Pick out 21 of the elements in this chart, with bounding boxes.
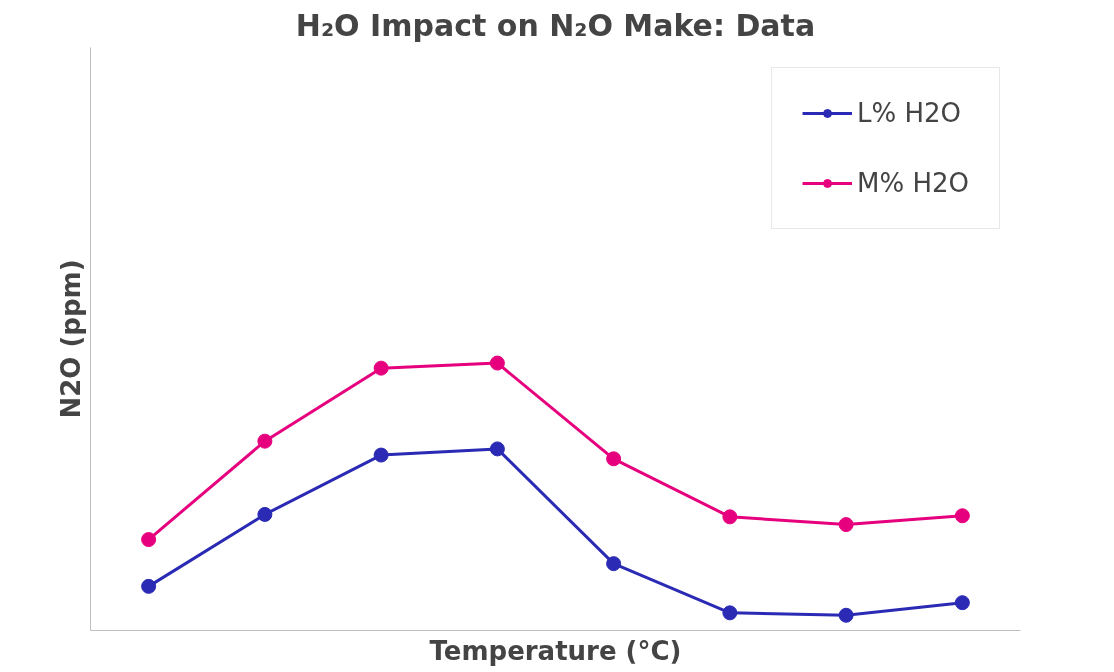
point	[722, 509, 738, 525]
point	[606, 556, 622, 572]
point	[373, 360, 389, 376]
legend-label: M% H2O	[857, 168, 969, 198]
chart-title: H₂O Impact on N₂O Make: Data	[295, 7, 816, 43]
point	[606, 451, 622, 467]
point	[838, 607, 854, 623]
point	[954, 508, 970, 524]
point	[489, 441, 505, 457]
point	[722, 605, 738, 621]
x-axis-title: Temperature (°C)	[429, 635, 682, 666]
point	[838, 517, 854, 533]
point	[489, 355, 505, 371]
point	[257, 506, 273, 522]
point	[257, 433, 273, 449]
y-axis-title: N2O (ppm)	[55, 259, 86, 419]
point	[954, 595, 970, 611]
point	[141, 532, 157, 548]
point	[141, 578, 157, 594]
legend-label: L% H2O	[857, 98, 962, 128]
point	[373, 447, 389, 463]
